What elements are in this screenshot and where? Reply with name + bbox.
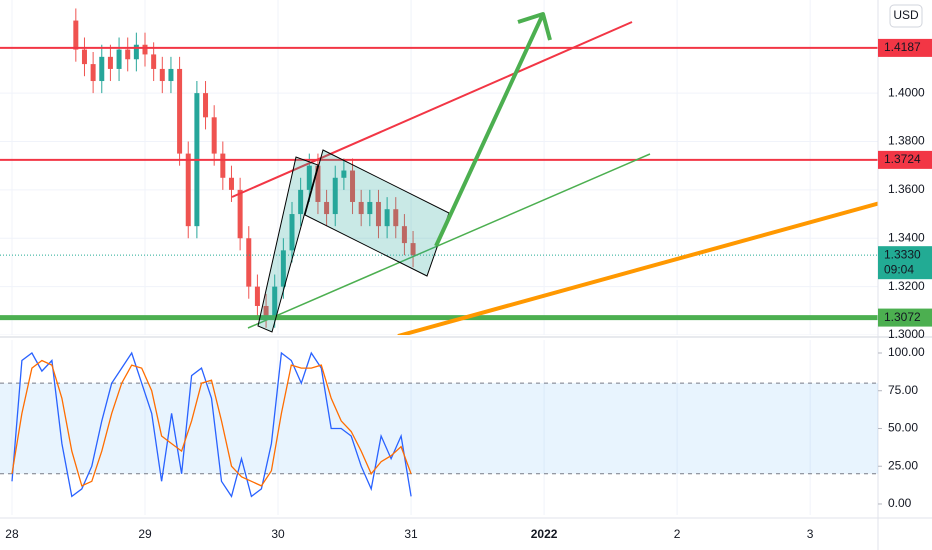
price-label: 1.3724 (884, 152, 921, 166)
candle-body (401, 226, 407, 244)
x-tick-label: 30 (271, 527, 285, 541)
candle-body (228, 177, 234, 190)
candle-body (350, 170, 356, 202)
drawings (231, 12, 878, 335)
candle-body (177, 68, 183, 154)
candle-body (185, 153, 191, 227)
flag-channel (304, 149, 450, 277)
y-tick-label: 50.00 (888, 421, 918, 435)
price-label-box (878, 150, 932, 169)
candle-body (73, 20, 79, 50)
price-pane (0, 0, 878, 335)
trend-line (231, 21, 633, 198)
candle-body (358, 201, 364, 215)
band (0, 383, 878, 474)
candle-body (237, 189, 243, 239)
last-price-box (878, 246, 932, 280)
y-tick-label: 1.4000 (888, 85, 925, 99)
x-tick-label: 31 (404, 527, 418, 541)
candle-body (306, 165, 312, 190)
arrow-head (517, 12, 552, 41)
candle-body (298, 189, 304, 215)
candle-body (393, 209, 399, 227)
x-tick-label: 29 (138, 527, 152, 541)
price-label: 1.3072 (884, 310, 921, 324)
last-price-label: 1.3330 (884, 247, 921, 261)
x-tick-label: 2 (674, 527, 681, 541)
candle-body (375, 201, 381, 227)
candle-body (107, 56, 113, 69)
candle-body (315, 165, 321, 202)
candle-body (116, 49, 122, 69)
projection-arrow (434, 13, 545, 247)
candle-body (384, 209, 390, 227)
flag-pole (257, 156, 319, 333)
candle-body (324, 201, 330, 215)
x-tick-label: 2022 (531, 527, 558, 541)
price-label: 1.4187 (884, 40, 921, 54)
y-tick-label: 100.00 (888, 345, 925, 359)
candle-body (90, 64, 96, 82)
y-tick-label: 25.00 (888, 458, 918, 472)
candle-body (272, 286, 278, 316)
y-tick-label: 1.3000 (888, 327, 925, 341)
candle-body (125, 49, 131, 60)
candle-body (246, 238, 252, 287)
candle-body (142, 44, 148, 55)
candle-body (203, 93, 209, 118)
currency-box (889, 4, 923, 28)
candle-body (280, 250, 286, 287)
candle-body (81, 49, 87, 65)
candle-body (211, 117, 217, 154)
candle-body (99, 56, 105, 82)
candle-body (263, 305, 269, 316)
y-tick-label: 1.3600 (888, 182, 925, 196)
stochastic-pane (0, 340, 878, 515)
price-label-box (878, 308, 932, 327)
candle-body (254, 286, 260, 306)
price-label-box (878, 38, 932, 57)
y-tick-label: 75.00 (888, 383, 918, 397)
candle-body (289, 214, 295, 251)
y-tick-label: 1.3400 (888, 230, 925, 244)
candle-body (159, 68, 165, 82)
candle-body (168, 68, 174, 82)
trend-line (397, 201, 878, 335)
x-tick-label: 3 (807, 527, 814, 541)
axes: USD 28 29 30 31 2022 2 3 1.3000 1.3200 1.3400 1.36… (5, 4, 932, 541)
candle-body (332, 177, 338, 215)
candle-body (367, 201, 373, 215)
currency: USD (893, 8, 919, 22)
candle-body (151, 54, 157, 69)
candle-body (220, 153, 226, 178)
stochastic-plot (0, 351, 878, 498)
candle-body (410, 243, 416, 256)
y-tick-label: 1.3800 (888, 134, 925, 148)
trend-line (247, 153, 651, 329)
y-tick-label: 0.00 (888, 496, 912, 510)
countdown: 09:04 (884, 262, 914, 276)
stochastic-line (11, 359, 412, 487)
x-tick-label: 28 (5, 527, 19, 541)
stochastic-line (11, 351, 412, 498)
candle-body (341, 170, 347, 178)
candle-body (133, 44, 139, 60)
y-tick-label: 1.3200 (888, 279, 925, 293)
